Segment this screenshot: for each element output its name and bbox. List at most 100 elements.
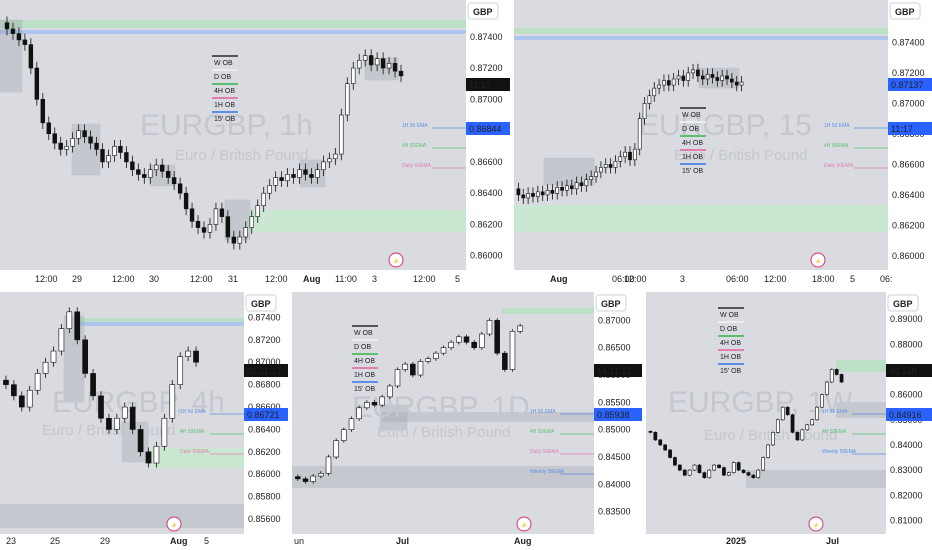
time-axis <box>0 270 466 286</box>
ob-zone <box>292 466 594 488</box>
candle-body <box>394 369 401 387</box>
legend-label: 1H OB <box>354 372 375 379</box>
lightning-icon <box>166 516 182 532</box>
candle-body <box>94 142 99 150</box>
candle-body <box>673 457 677 466</box>
x-tick-label: 12:00 <box>190 274 213 284</box>
chart-panel-1d[interactable]: EURGBP, 1D Euro / British Pound 0.87000 0.8… <box>292 292 642 550</box>
chart-panel-4h[interactable]: EURGBP, 4h Euro / British Pound 0.87400 0.8… <box>0 292 288 550</box>
watermark-name: Euro / British Pound <box>175 147 308 164</box>
candle-body <box>193 350 199 363</box>
candle-body <box>584 179 589 187</box>
legend-label: W OB <box>214 60 233 67</box>
chart-panel-1w[interactable]: EURGBP, 1W Euro / British Pound 0.89000 0.8… <box>646 292 932 550</box>
candle-body <box>696 69 700 77</box>
candle-body <box>58 142 63 150</box>
y-tick-label: 0.84000 <box>598 479 631 489</box>
candle-body <box>456 336 462 343</box>
ob-zone <box>78 322 244 326</box>
price-label-text: 0.87137 <box>891 80 924 90</box>
legend-label: 15' OB <box>354 386 376 393</box>
legend-label: 4H OB <box>682 140 703 147</box>
candle-body <box>309 174 314 178</box>
y-tick-label: 0.85000 <box>598 425 631 435</box>
candle-body <box>771 432 775 446</box>
candle-body <box>339 114 344 155</box>
ob-box <box>379 404 408 431</box>
candle-body <box>34 67 40 100</box>
candle-body <box>50 350 57 363</box>
candle-body <box>169 384 176 419</box>
candle-body <box>726 472 731 476</box>
candle-body <box>386 63 392 69</box>
legend-label: W OB <box>354 330 373 337</box>
y-tick-label: 0.88000 <box>890 339 923 349</box>
candle-body <box>26 389 33 408</box>
candle-body <box>824 381 829 395</box>
y-tick-label: 0.86000 <box>248 469 281 479</box>
y-tick-label: 0.85800 <box>248 492 281 502</box>
legend-label: W OB <box>720 312 739 319</box>
candle-body <box>285 174 290 181</box>
candle-body <box>705 74 710 80</box>
x-tick-label: 3 <box>372 274 377 284</box>
currency-chip <box>889 2 921 20</box>
candle-body <box>681 75 686 81</box>
candle-body <box>521 194 526 199</box>
watermark-name: Euro / British Pound <box>674 147 807 164</box>
y-tick-label: 0.86200 <box>892 220 925 230</box>
candle-body <box>177 356 184 385</box>
candle-body <box>154 164 159 171</box>
candle-body <box>82 130 87 138</box>
candle-body <box>805 424 810 431</box>
candle-body <box>76 130 81 139</box>
y-tick-label: 0.87200 <box>248 335 281 345</box>
legend-label: 1H OB <box>682 154 703 161</box>
candle-body <box>502 352 508 370</box>
price-label-bg <box>466 78 510 91</box>
candle-body <box>225 216 231 238</box>
candle-body <box>739 81 744 86</box>
candle-body <box>171 177 177 185</box>
candle-body <box>516 188 521 196</box>
ob-zone <box>150 448 244 468</box>
currency-chip <box>595 294 627 312</box>
watermark-name: Euro / British Pound <box>377 424 510 441</box>
candle-body <box>333 153 338 160</box>
x-tick-label: Jul <box>396 536 409 546</box>
candle-body <box>775 419 780 433</box>
candle-body <box>88 136 93 144</box>
legend-label: D OB <box>682 126 699 133</box>
ob-box <box>0 19 23 93</box>
candle-body <box>82 339 88 374</box>
candle-body <box>632 148 637 161</box>
currency-chip <box>467 2 499 20</box>
candle-body <box>637 118 642 150</box>
candle-body <box>761 457 766 471</box>
y-tick-label: 0.86400 <box>248 424 281 434</box>
candle-body <box>751 474 756 478</box>
price-label-text: 02:11:17 <box>247 366 281 376</box>
ema-label: Daily 50EMA <box>530 449 560 455</box>
currency-label: GBP <box>473 7 493 17</box>
candle-body <box>815 406 819 421</box>
candle-body <box>509 331 516 370</box>
candle-body <box>74 311 81 341</box>
candle-body <box>486 320 493 335</box>
candle-body <box>153 445 160 464</box>
candle-body <box>448 341 454 349</box>
candle-body <box>652 87 657 97</box>
currency-chip <box>245 294 277 312</box>
candle-body <box>692 464 697 471</box>
candle-body <box>618 156 623 162</box>
candle-body <box>243 227 249 238</box>
x-tick-label: 12:00 <box>624 274 647 284</box>
candle-body <box>207 224 213 233</box>
candle-body <box>118 145 123 153</box>
candle-body <box>555 186 560 194</box>
chart-panel-1h[interactable]: EURGBP, 1h Euro / British Pound 0.87400 0.8… <box>0 0 510 286</box>
candle-body <box>10 28 16 34</box>
chart-panel-15m[interactable]: EURGBP, 15 Euro / British Pound 0.87400 0.8… <box>514 0 932 286</box>
candle-body <box>433 352 439 359</box>
candle-body <box>351 67 356 84</box>
